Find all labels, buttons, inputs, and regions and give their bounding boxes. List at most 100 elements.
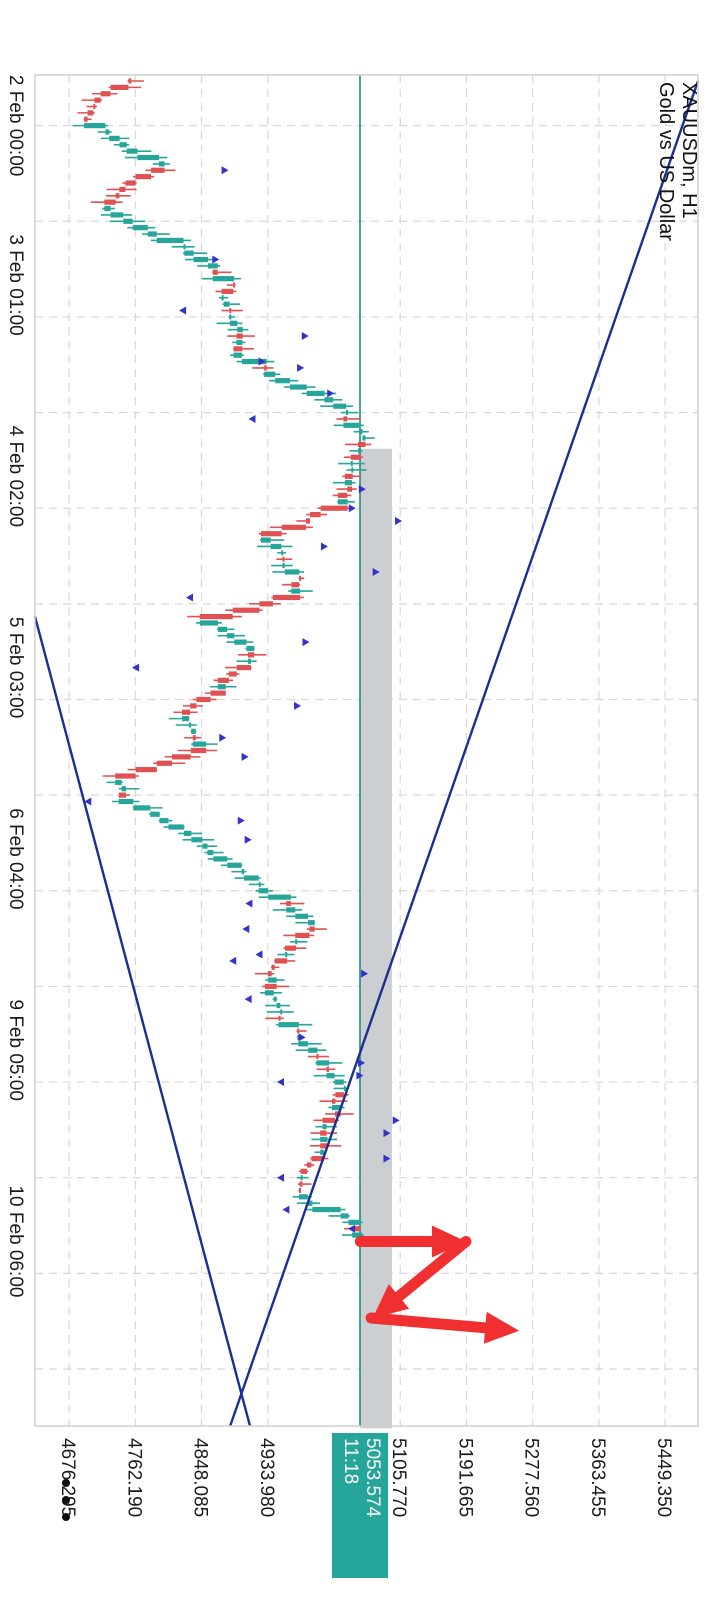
- bull-candle[interactable]: [346, 409, 349, 416]
- bull-candle[interactable]: [104, 205, 111, 212]
- bear-candle[interactable]: [322, 1117, 335, 1123]
- bull-candle[interactable]: [229, 320, 238, 326]
- bull-candle[interactable]: [247, 658, 252, 664]
- bull-candle[interactable]: [109, 135, 120, 141]
- bull-candle[interactable]: [275, 378, 290, 384]
- bull-candle[interactable]: [326, 1073, 335, 1079]
- bull-candle[interactable]: [351, 467, 354, 473]
- bull-candle[interactable]: [159, 161, 165, 167]
- bear-candle[interactable]: [151, 167, 165, 173]
- bear-candle[interactable]: [115, 773, 136, 779]
- bear-candle[interactable]: [326, 1066, 330, 1072]
- bear-candle[interactable]: [310, 511, 321, 518]
- bull-candle[interactable]: [316, 1060, 330, 1066]
- bull-candle[interactable]: [300, 1175, 303, 1181]
- bull-candle[interactable]: [237, 327, 243, 333]
- bull-candle[interactable]: [261, 537, 271, 543]
- trendlines[interactable]: [33, 80, 700, 1427]
- bull-candle[interactable]: [337, 499, 348, 505]
- bear-candle[interactable]: [135, 767, 157, 773]
- bull-candle[interactable]: [298, 1041, 309, 1047]
- bear-candle[interactable]: [221, 288, 234, 295]
- bear-candle[interactable]: [229, 307, 232, 314]
- trendline[interactable]: [33, 616, 252, 1427]
- bear-candle[interactable]: [347, 486, 352, 492]
- bear-candle[interactable]: [104, 199, 116, 205]
- bull-candle[interactable]: [352, 1232, 363, 1238]
- bear-candle[interactable]: [93, 103, 96, 110]
- bull-candle[interactable]: [183, 830, 192, 836]
- bear-candle[interactable]: [299, 1181, 303, 1187]
- bull-candle[interactable]: [229, 314, 232, 320]
- bear-candle[interactable]: [232, 607, 260, 613]
- bull-candle[interactable]: [268, 977, 277, 983]
- bull-candle[interactable]: [289, 384, 307, 390]
- bull-candle[interactable]: [126, 148, 138, 154]
- bear-candle[interactable]: [299, 575, 302, 581]
- bull-candle[interactable]: [183, 244, 186, 250]
- bear-candle[interactable]: [281, 524, 306, 530]
- bear-candle[interactable]: [337, 492, 348, 499]
- bull-candle[interactable]: [246, 645, 255, 652]
- bull-candle[interactable]: [213, 856, 228, 862]
- bear-candle[interactable]: [210, 690, 226, 696]
- bull-candle[interactable]: [123, 218, 133, 224]
- bull-candle[interactable]: [320, 1149, 324, 1155]
- bull-candle[interactable]: [348, 1219, 361, 1225]
- bear-candle[interactable]: [171, 754, 191, 760]
- bull-candle[interactable]: [322, 1124, 327, 1130]
- bear-candle[interactable]: [100, 91, 111, 97]
- bull-candle[interactable]: [295, 939, 298, 945]
- bull-candle[interactable]: [332, 1104, 341, 1111]
- bear-candle[interactable]: [299, 1187, 302, 1194]
- bull-candle[interactable]: [241, 869, 245, 875]
- bull-candle[interactable]: [118, 798, 134, 805]
- bear-candle[interactable]: [268, 971, 272, 977]
- bull-candle[interactable]: [217, 684, 226, 690]
- bull-candle[interactable]: [320, 1136, 328, 1143]
- bear-candle[interactable]: [181, 709, 191, 715]
- bear-candle[interactable]: [271, 964, 275, 970]
- bull-candle[interactable]: [273, 996, 277, 1002]
- bull-candle[interactable]: [281, 550, 284, 556]
- bull-candle[interactable]: [333, 403, 347, 409]
- bear-candle[interactable]: [190, 703, 197, 709]
- bull-candle[interactable]: [295, 913, 309, 919]
- bull-candle[interactable]: [284, 569, 300, 575]
- bear-candle[interactable]: [291, 582, 300, 588]
- bull-candle[interactable]: [217, 626, 228, 632]
- bear-candle[interactable]: [233, 282, 236, 288]
- bull-candle[interactable]: [84, 123, 106, 129]
- bull-candle[interactable]: [119, 142, 127, 148]
- bull-candle[interactable]: [308, 920, 315, 926]
- bull-candle[interactable]: [191, 728, 196, 734]
- bull-candle[interactable]: [115, 779, 122, 785]
- bear-candle[interactable]: [233, 346, 243, 352]
- bull-candle[interactable]: [264, 990, 274, 996]
- bull-candle[interactable]: [227, 862, 242, 868]
- bull-candle[interactable]: [236, 339, 243, 346]
- bull-candle[interactable]: [270, 543, 282, 550]
- bear-candle[interactable]: [94, 97, 101, 103]
- bull-candle[interactable]: [193, 256, 209, 263]
- bear-candle[interactable]: [264, 365, 267, 371]
- bear-candle[interactable]: [332, 1098, 336, 1104]
- bull-candle[interactable]: [184, 250, 194, 256]
- bull-candle[interactable]: [105, 129, 110, 135]
- bear-candle[interactable]: [305, 518, 311, 524]
- bull-candle[interactable]: [308, 1047, 318, 1053]
- bull-candle[interactable]: [244, 875, 259, 881]
- bear-candle[interactable]: [236, 665, 252, 671]
- bull-candle[interactable]: [286, 907, 296, 913]
- bull-candle[interactable]: [168, 824, 184, 830]
- bear-candle[interactable]: [119, 186, 126, 192]
- bull-candle[interactable]: [133, 805, 151, 811]
- bear-candle[interactable]: [335, 1092, 344, 1098]
- bear-candle[interactable]: [264, 983, 277, 990]
- bull-candle[interactable]: [278, 1022, 299, 1028]
- bull-candle[interactable]: [147, 231, 157, 237]
- bull-candle[interactable]: [121, 786, 127, 792]
- bear-candle[interactable]: [311, 1155, 324, 1162]
- bull-candle[interactable]: [221, 295, 224, 301]
- bear-candle[interactable]: [358, 441, 366, 448]
